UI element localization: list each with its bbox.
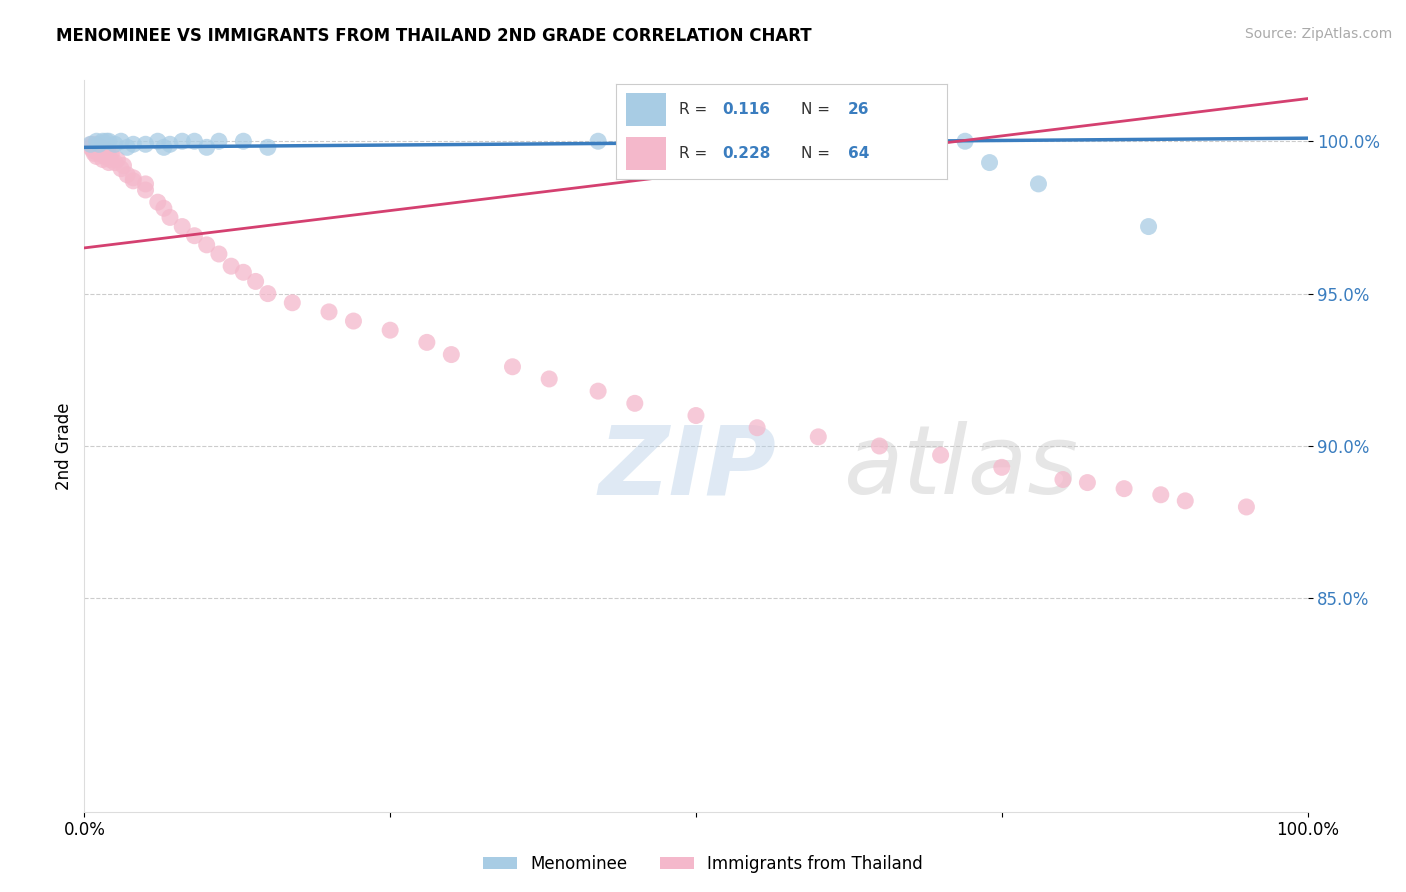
Point — [257, 286, 280, 301]
Point — [93, 144, 115, 158]
Point — [281, 295, 304, 310]
Point — [135, 137, 157, 152]
Point — [195, 238, 218, 252]
Point — [195, 140, 218, 154]
Point — [86, 134, 108, 148]
Point — [624, 396, 647, 410]
Point — [122, 170, 145, 185]
Point — [115, 140, 138, 154]
Point — [135, 177, 157, 191]
Point — [159, 137, 181, 152]
Point — [1174, 494, 1197, 508]
Point — [183, 134, 205, 148]
Point — [83, 146, 105, 161]
Point — [219, 259, 242, 273]
Point — [146, 195, 169, 210]
Point — [747, 421, 769, 435]
Point — [122, 137, 145, 152]
Point — [96, 134, 118, 148]
Point — [183, 228, 205, 243]
Point — [87, 146, 110, 161]
Point — [79, 137, 101, 152]
Point — [380, 323, 402, 337]
Point — [232, 134, 254, 148]
Point — [1114, 482, 1136, 496]
Point — [1076, 475, 1098, 490]
Point — [82, 144, 104, 158]
Point — [97, 144, 120, 158]
Point — [208, 134, 231, 148]
Point — [86, 137, 108, 152]
Point — [90, 140, 112, 154]
Point — [159, 211, 181, 225]
Point — [991, 460, 1014, 475]
Point — [135, 183, 157, 197]
Point — [440, 348, 463, 362]
Point — [783, 134, 806, 148]
Point — [112, 159, 135, 173]
Point — [89, 144, 111, 158]
Point — [172, 219, 194, 234]
Point — [869, 439, 891, 453]
Point — [586, 384, 609, 399]
Point — [1028, 177, 1050, 191]
Point — [91, 134, 114, 148]
Point — [257, 140, 280, 154]
Point — [807, 430, 830, 444]
Point — [110, 161, 132, 176]
Y-axis label: 2nd Grade: 2nd Grade — [55, 402, 73, 490]
Point — [97, 149, 120, 163]
Point — [97, 134, 120, 148]
Point — [1052, 473, 1074, 487]
Point — [98, 153, 121, 167]
Point — [502, 359, 524, 374]
Point — [104, 155, 127, 169]
Point — [232, 265, 254, 279]
Point — [342, 314, 364, 328]
Point — [96, 146, 118, 161]
Point — [115, 168, 138, 182]
Point — [538, 372, 561, 386]
Legend: Menominee, Immigrants from Thailand: Menominee, Immigrants from Thailand — [477, 848, 929, 880]
Point — [80, 137, 103, 152]
Point — [146, 134, 169, 148]
Text: ZIP: ZIP — [598, 421, 776, 515]
Point — [929, 448, 952, 462]
Point — [953, 134, 976, 148]
Point — [87, 137, 110, 152]
Point — [122, 174, 145, 188]
Point — [86, 149, 108, 163]
Point — [1150, 488, 1173, 502]
Point — [685, 409, 707, 423]
Point — [91, 153, 114, 167]
Point — [91, 146, 114, 161]
Point — [110, 134, 132, 148]
Text: atlas: atlas — [842, 421, 1078, 515]
Point — [104, 137, 127, 152]
Point — [245, 275, 267, 289]
Point — [100, 146, 122, 161]
Text: MENOMINEE VS IMMIGRANTS FROM THAILAND 2ND GRADE CORRELATION CHART: MENOMINEE VS IMMIGRANTS FROM THAILAND 2N… — [56, 27, 811, 45]
Point — [84, 140, 107, 154]
Point — [105, 153, 128, 167]
Point — [416, 335, 439, 350]
Point — [172, 134, 194, 148]
Point — [208, 247, 231, 261]
Point — [979, 155, 1001, 169]
Point — [94, 149, 117, 163]
Point — [79, 140, 101, 154]
Point — [1137, 219, 1160, 234]
Point — [97, 155, 120, 169]
Text: Source: ZipAtlas.com: Source: ZipAtlas.com — [1244, 27, 1392, 41]
Point — [1236, 500, 1258, 514]
Point — [586, 134, 609, 148]
Point — [153, 140, 176, 154]
Point — [86, 140, 108, 154]
Point — [153, 202, 176, 216]
Point — [86, 144, 108, 158]
Point — [318, 305, 340, 319]
